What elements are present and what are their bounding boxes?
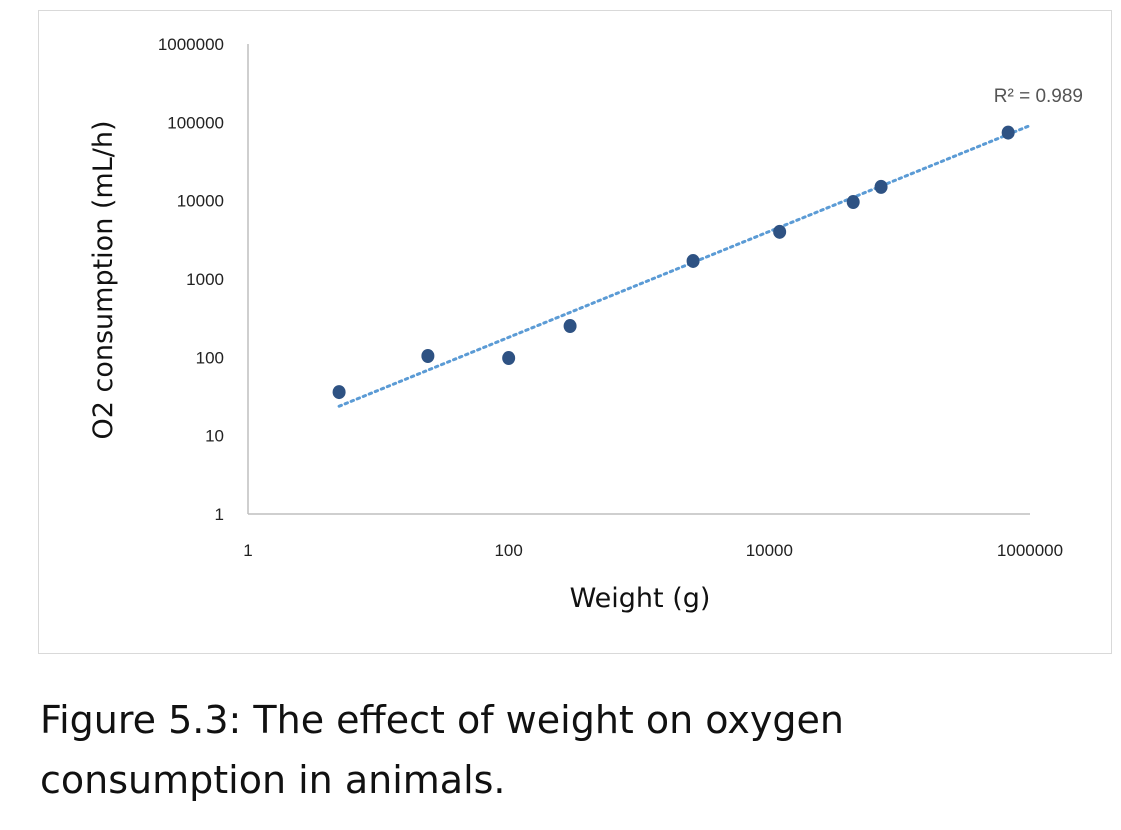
y-tick-label: 1000 [186,270,224,289]
data-point [563,319,577,334]
data-point [686,253,700,268]
data-points [332,125,1015,400]
x-tick-labels: 1 100 10000 1000000 [243,541,1063,560]
y-tick-label: 100000 [167,113,224,132]
data-point [1001,125,1015,140]
data-point [502,351,516,366]
y-tick-label: 1000000 [158,35,224,54]
data-point [773,224,787,239]
figure-caption: Figure 5.3: The effect of weight on oxyg… [40,690,1100,810]
x-tick-label: 1000000 [997,541,1063,560]
caption-line-2: consumption in animals. [40,758,506,802]
y-tick-label: 10 [205,427,224,446]
y-tick-label: 100 [196,348,224,367]
y-tick-labels: 1 10 100 1000 10000 100000 1000000 [158,35,224,524]
scatter-chart: 1 10 100 1000 10000 100000 1000000 1 100 10000 10… [88,35,1083,614]
axes [247,44,1030,515]
caption-line-1: Figure 5.3: The effect of weight on oxyg… [40,698,844,742]
x-tick-label: 10000 [746,541,793,560]
data-point [874,179,888,194]
y-tick-label: 1 [215,505,224,524]
data-point [332,385,346,400]
y-axis-title: O2 consumption (mL/h) [88,120,119,439]
x-tick-label: 100 [494,541,522,560]
r-squared-label: R² = 0.989 [994,86,1083,107]
data-point [846,195,860,210]
x-tick-label: 1 [243,541,252,560]
trendline [337,124,1032,408]
chart-frame [38,10,1112,654]
data-point [421,348,435,363]
trendline-group [337,124,1032,408]
y-tick-label: 10000 [177,192,224,211]
x-axis-title: Weight (g) [570,583,711,614]
